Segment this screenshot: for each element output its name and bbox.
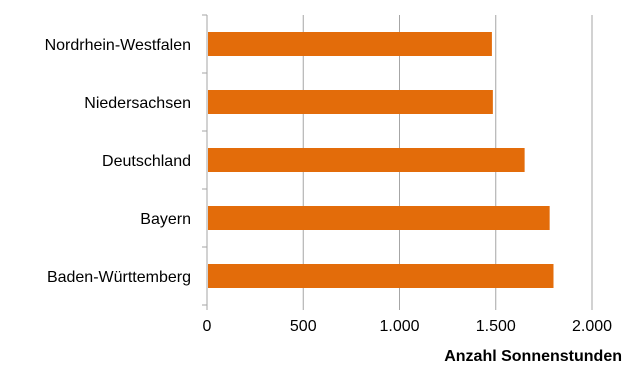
x-tick-label-4: 2.000 (572, 318, 612, 335)
bar-2 (208, 148, 525, 172)
category-label-0: Nordrhein-Westfalen (45, 37, 191, 54)
bars (208, 32, 554, 288)
axes (202, 14, 593, 310)
category-label-3: Bayern (140, 211, 191, 228)
x-tick-label-1: 500 (290, 318, 317, 335)
x-tick-labels: 0 500 1.000 1.500 2.000 (203, 318, 613, 335)
category-label-4: Baden-Württemberg (47, 269, 191, 286)
x-tick-label-2: 1.000 (379, 318, 419, 335)
bar-3 (208, 206, 550, 230)
x-axis-label: Anzahl Sonnenstunden (444, 348, 622, 365)
bar-1 (208, 90, 493, 114)
category-label-2: Deutschland (102, 153, 191, 170)
category-label-1: Niedersachsen (84, 95, 191, 112)
bar-0 (208, 32, 492, 56)
x-tick-label-0: 0 (203, 318, 212, 335)
x-tick-label-3: 1.500 (476, 318, 516, 335)
bar-4 (208, 264, 554, 288)
category-labels: Nordrhein-Westfalen Niedersachsen Deutschl… (45, 37, 191, 286)
